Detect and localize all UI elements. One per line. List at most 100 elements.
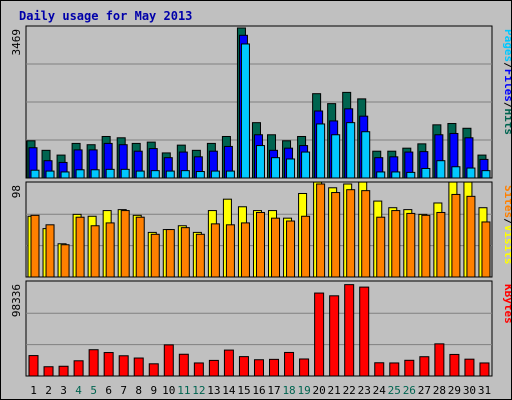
pages-bar xyxy=(210,170,220,179)
pages-bar xyxy=(286,158,296,179)
sites-bar xyxy=(301,215,311,278)
day-label: 6 xyxy=(105,384,112,397)
pages-bar xyxy=(60,171,70,179)
sites-bar xyxy=(271,217,281,278)
y-max-label: 3469 xyxy=(10,29,23,56)
legend-item-sites: Sites xyxy=(502,185,512,218)
pages-bar xyxy=(180,170,190,179)
pages-bar xyxy=(466,167,476,179)
kbytes-bar xyxy=(359,286,370,377)
sites-bar xyxy=(406,212,416,278)
pages-bar xyxy=(45,170,55,179)
pages-bar xyxy=(421,167,431,179)
sites-bar xyxy=(120,210,130,278)
pages-bar xyxy=(240,43,250,179)
kbytes-bar xyxy=(479,362,490,377)
kbytes-bar xyxy=(148,363,159,377)
day-label: 12 xyxy=(192,384,205,397)
sites-bar xyxy=(331,192,341,278)
sites-bar xyxy=(105,222,115,278)
day-label: 22 xyxy=(343,384,356,397)
kbytes-bar xyxy=(133,357,144,377)
sites-bar xyxy=(346,189,356,278)
sites-bar xyxy=(75,216,85,278)
sites-bar xyxy=(150,233,160,278)
legend-item-hits: Hits xyxy=(502,109,512,136)
pages-bar xyxy=(406,171,416,179)
x-axis-day-labels: 1 2 3 4 5 6 7 8 9 10 11 12 13 14 15 16 17 18 19 20 21 22 23 24 2… xyxy=(30,384,491,397)
day-label: 8 xyxy=(135,384,142,397)
day-label: 18 xyxy=(282,384,295,397)
kbytes-bar xyxy=(299,358,310,377)
sites-bar xyxy=(210,223,220,278)
kbytes-bar xyxy=(43,366,54,377)
day-label: 10 xyxy=(162,384,175,397)
kbytes-bar xyxy=(253,359,264,377)
day-label: 30 xyxy=(463,384,476,397)
legend: Sites/Visits xyxy=(502,185,512,265)
kbytes-bar xyxy=(314,292,325,377)
kbytes-bar xyxy=(449,353,460,377)
pages-bar xyxy=(165,170,175,179)
pages-bar xyxy=(150,170,160,179)
day-label: 14 xyxy=(222,384,236,397)
pages-bar xyxy=(75,169,85,179)
kbytes-bar xyxy=(223,349,234,377)
kbytes-bar xyxy=(464,358,475,377)
panel-visits-sites: 98 Sites/Visits xyxy=(10,181,512,278)
kbytes-bar xyxy=(329,295,340,377)
day-label: 9 xyxy=(150,384,157,397)
sites-bar xyxy=(255,211,265,278)
kbytes-bar xyxy=(103,352,114,377)
day-label: 11 xyxy=(177,384,190,397)
sites-bar xyxy=(451,193,461,278)
day-label: 23 xyxy=(358,384,371,397)
pages-bar xyxy=(271,157,281,179)
sites-bar xyxy=(361,190,371,278)
legend-item-kbytes: KBytes xyxy=(502,284,512,324)
kbytes-bar xyxy=(284,351,295,377)
kbytes-bar xyxy=(389,362,400,377)
sites-bar xyxy=(286,220,296,278)
day-label: 26 xyxy=(403,384,416,397)
y-max-label: 98336 xyxy=(10,284,23,317)
pages-bar xyxy=(120,168,130,179)
kbytes-bar xyxy=(404,359,415,377)
sites-bar xyxy=(391,210,401,278)
day-label: 7 xyxy=(120,384,127,397)
pages-bar xyxy=(361,131,371,179)
day-label: 5 xyxy=(90,384,97,397)
day-label: 15 xyxy=(237,384,250,397)
sites-bar xyxy=(225,224,235,278)
day-label: 17 xyxy=(267,384,280,397)
pages-bar xyxy=(346,122,356,179)
kbytes-bar xyxy=(434,343,445,377)
y-max-label: 98 xyxy=(10,185,23,198)
panel-kbytes: 98336 KBytes xyxy=(10,280,512,377)
pages-bar xyxy=(225,170,235,179)
legend: Pages/Files/Hits xyxy=(502,29,512,135)
day-label: 13 xyxy=(207,384,220,397)
sites-bar xyxy=(165,229,175,278)
legend-separator: / xyxy=(502,62,512,69)
pages-bar xyxy=(316,123,326,179)
kbytes-bar xyxy=(178,353,189,377)
sites-bar xyxy=(195,233,205,278)
day-label: 27 xyxy=(418,384,431,397)
kbytes-bar xyxy=(88,349,99,377)
kbytes-bar xyxy=(374,362,385,377)
pages-bar xyxy=(30,169,40,179)
kbytes-bar xyxy=(193,362,204,377)
kbytes-bar xyxy=(419,356,430,377)
day-label: 2 xyxy=(45,384,52,397)
day-label: 4 xyxy=(75,384,82,397)
kbytes-bar xyxy=(73,360,84,377)
day-label: 25 xyxy=(388,384,401,397)
pages-bar xyxy=(376,171,386,179)
pages-bar xyxy=(301,151,311,179)
pages-bar xyxy=(331,134,341,179)
sites-bar xyxy=(316,183,326,278)
kbytes-bar xyxy=(238,356,249,377)
